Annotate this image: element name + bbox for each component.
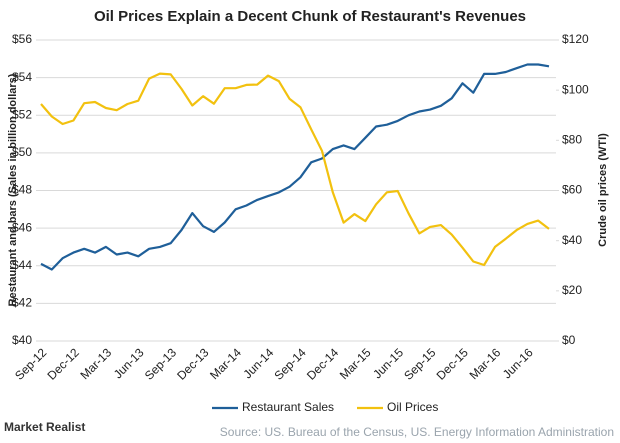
y-tick-label: $56 — [12, 32, 32, 46]
x-tick-label: Jun-14 — [240, 345, 276, 381]
y2-axis-label: Crude oil prices (WTI) — [597, 133, 609, 247]
y-tick-label: $40 — [12, 333, 32, 347]
series-line — [40, 72, 550, 267]
x-tick-label: Sep-13 — [142, 345, 179, 382]
x-tick-label: Sep-14 — [272, 345, 309, 382]
y2-tick-label: $100 — [562, 82, 589, 96]
y2-tick-label: $80 — [562, 133, 582, 147]
x-tick-label: Mar-16 — [467, 345, 504, 382]
source: Source: US. Bureau of the Census, US. En… — [220, 425, 614, 439]
x-tick-label: Sep-12 — [12, 345, 49, 382]
x-tick-label: Dec-15 — [434, 345, 471, 382]
brand: Market Realist — [4, 420, 85, 434]
y-tick-label: $44 — [12, 258, 32, 272]
x-tick-label: Jun-16 — [500, 345, 536, 381]
y2-tick-label: $20 — [562, 283, 582, 297]
x-tick-label: Jun-15 — [370, 345, 406, 381]
x-tick-label: Dec-12 — [45, 345, 82, 382]
y-tick-label: $54 — [12, 70, 32, 84]
y-axis-label: Restaurant and bars (Sales in billion do… — [7, 73, 19, 306]
y2-tick-label: $40 — [562, 233, 582, 247]
y-tick-label: $46 — [12, 220, 32, 234]
legend-label: Restaurant Sales — [242, 400, 334, 414]
x-tick-label: Dec-13 — [174, 345, 211, 382]
x-tick-label: Mar-15 — [337, 345, 374, 382]
x-tick-label: Sep-15 — [401, 345, 438, 382]
chart-title: Oil Prices Explain a Decent Chunk of Res… — [94, 8, 526, 25]
series-line — [40, 63, 550, 271]
y-tick-label: $52 — [12, 107, 32, 121]
y-tick-label: $50 — [12, 145, 32, 159]
legend-label: Oil Prices — [387, 400, 438, 414]
x-tick-label: Jun-13 — [111, 345, 147, 381]
y-tick-label: $48 — [12, 183, 32, 197]
x-tick-label: Mar-13 — [77, 345, 114, 382]
y2-tick-label: $120 — [562, 32, 589, 46]
y2-tick-label: $60 — [562, 183, 582, 197]
x-tick-label: Dec-14 — [304, 345, 341, 382]
x-tick-label: Mar-14 — [207, 345, 244, 382]
y-tick-label: $42 — [12, 296, 32, 310]
y2-tick-label: $0 — [562, 333, 576, 347]
